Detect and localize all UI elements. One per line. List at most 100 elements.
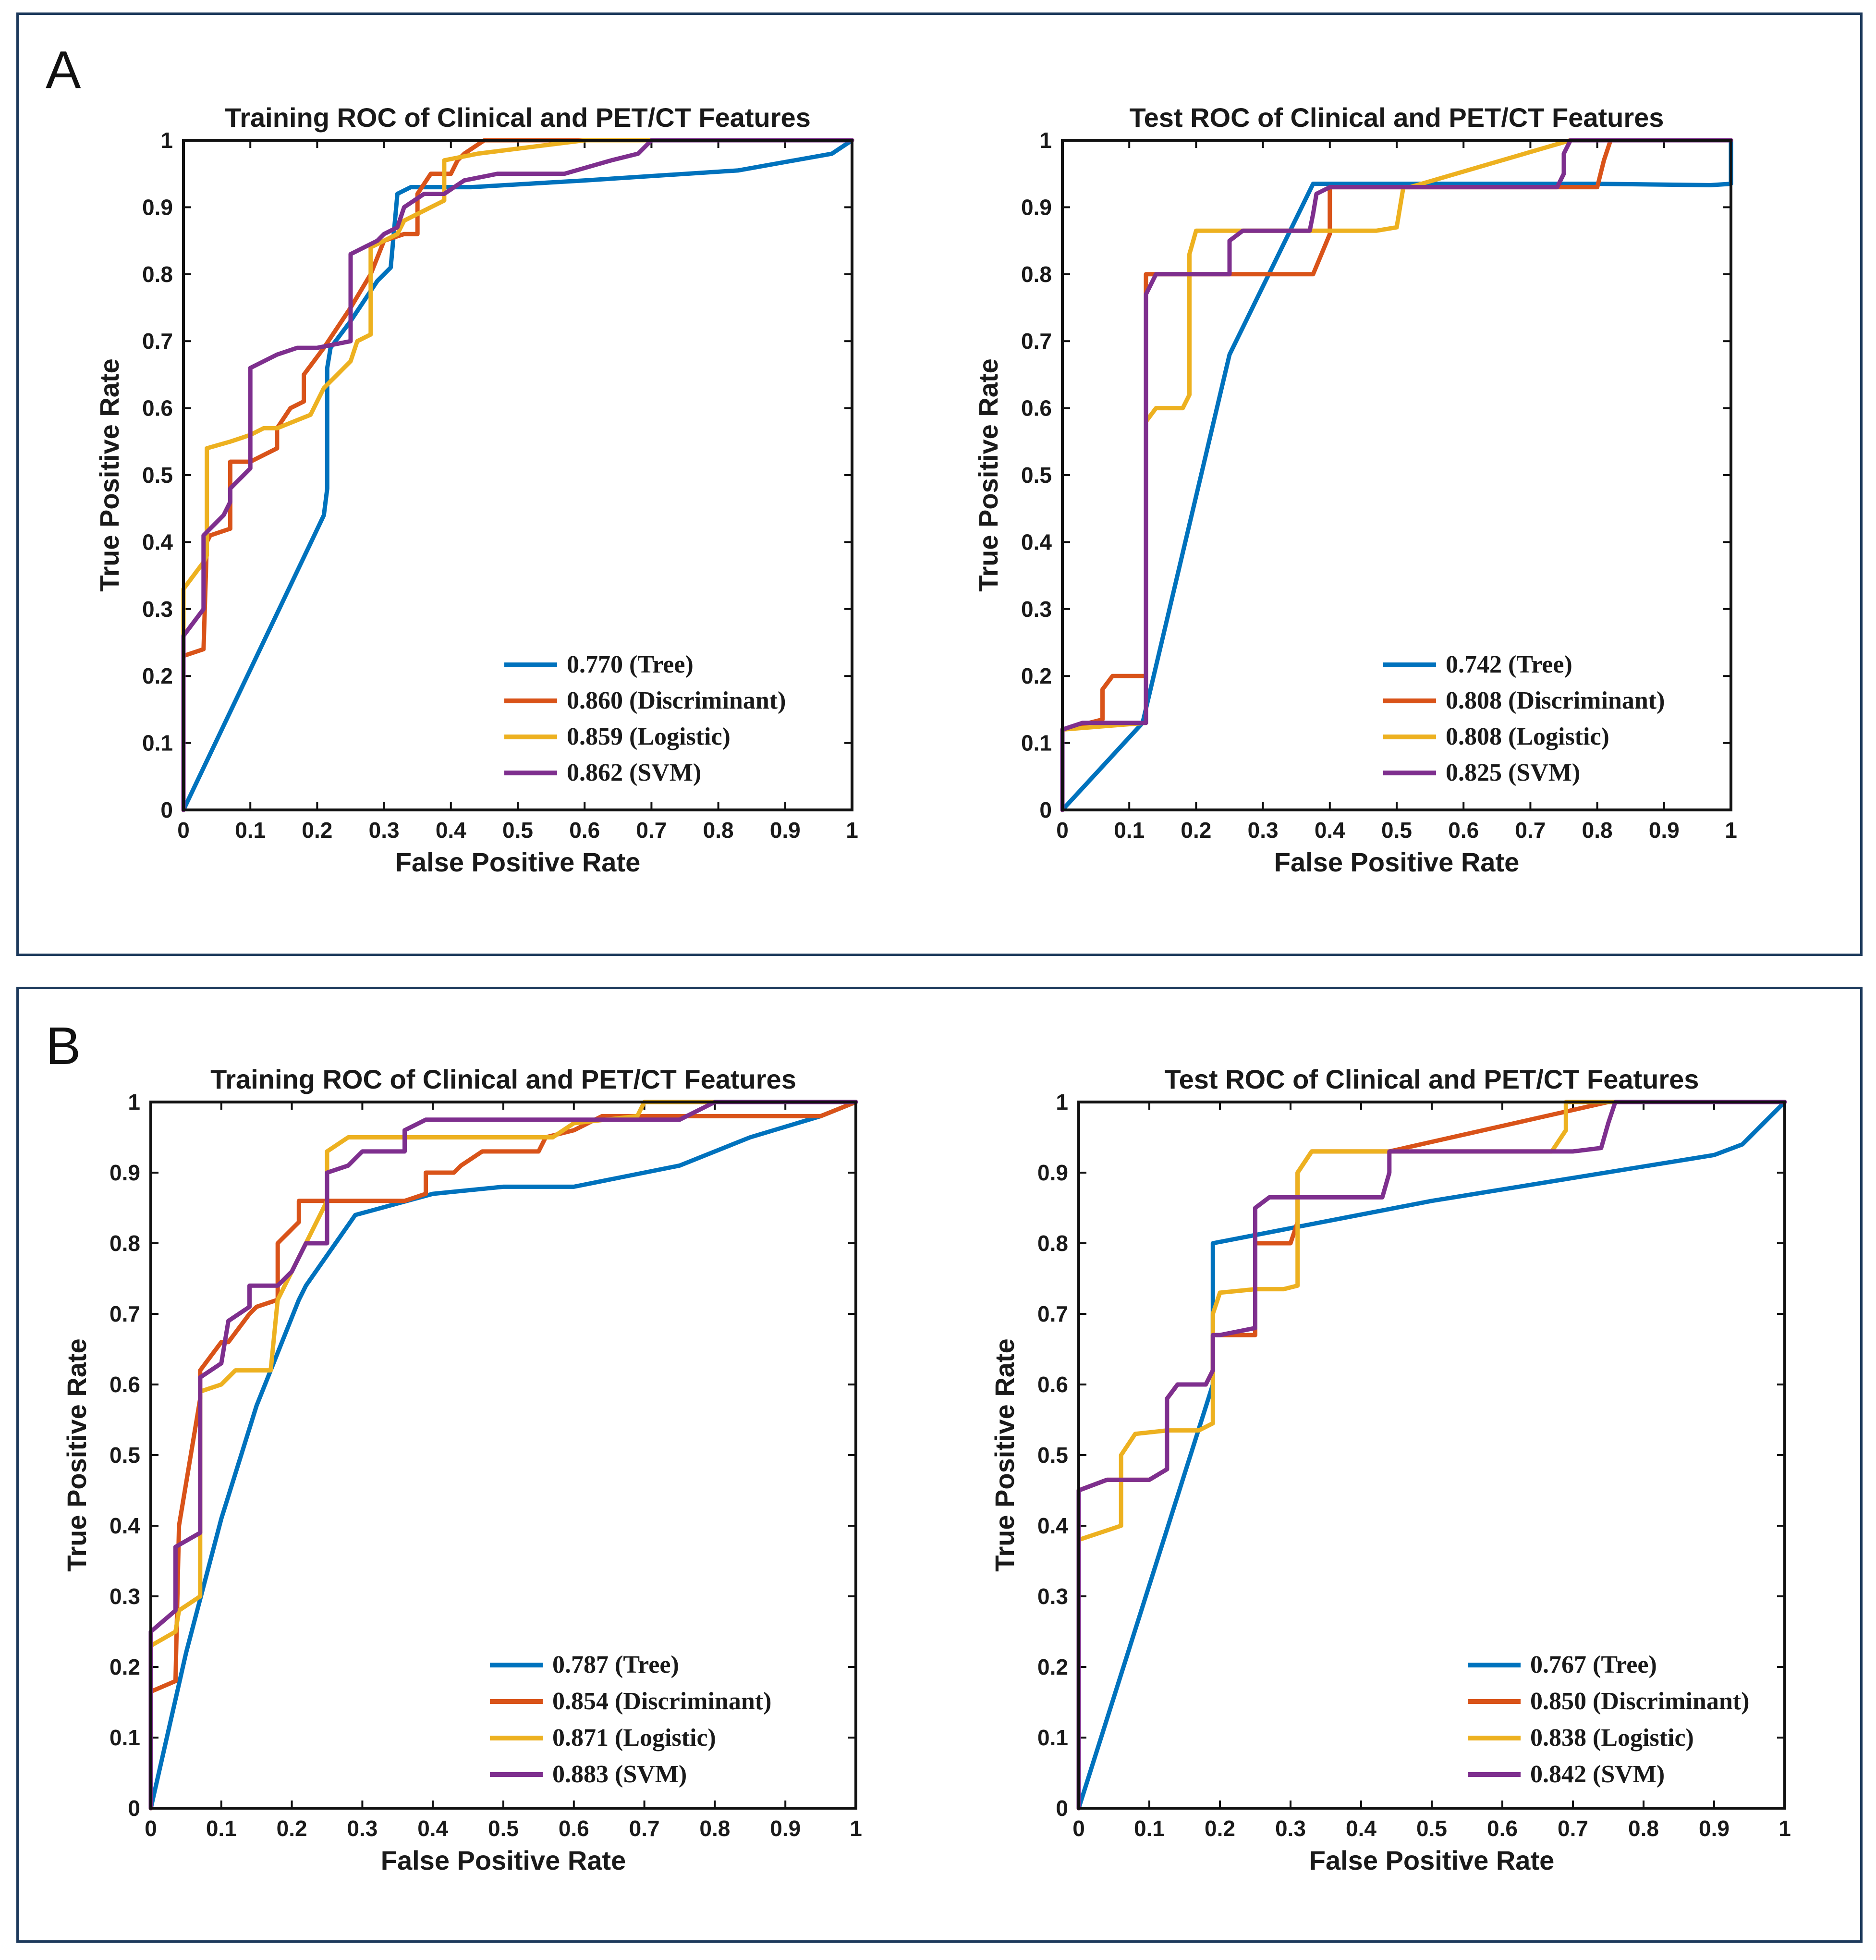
x-tick-label: 0 (177, 818, 190, 843)
y-tick-label: 0.6 (1037, 1372, 1068, 1397)
y-tick-label: 0.9 (142, 195, 173, 220)
y-tick-label: 0.7 (142, 329, 173, 354)
y-tick-label: 0.3 (110, 1584, 140, 1609)
x-tick-label: 0.4 (436, 818, 466, 843)
y-tick-label: 0.1 (110, 1725, 140, 1750)
x-tick-label: 0.7 (636, 818, 667, 843)
axes-box (149, 1101, 857, 1810)
x-tick-label: 1 (846, 818, 858, 843)
y-tick-label: 0.2 (110, 1654, 140, 1679)
y-tick-label: 0.4 (1021, 529, 1052, 554)
y-tick-label: 0.1 (142, 731, 173, 756)
x-tick-label: 0.3 (1275, 1816, 1306, 1841)
x-tick-label: 0.3 (1248, 818, 1279, 843)
series-line-logistic (1076, 1100, 1787, 1811)
x-tick-label: 0.8 (699, 1816, 730, 1841)
y-tick-label: 0.8 (110, 1231, 140, 1256)
x-tick-label: 0.7 (1558, 1816, 1588, 1841)
x-tick-label: 0.4 (1346, 1816, 1377, 1841)
y-tick-label: 0 (160, 797, 173, 822)
x-tick-label: 0.4 (1315, 818, 1345, 843)
axes-box (1077, 1101, 1786, 1810)
y-tick-label: 0.8 (1021, 262, 1052, 287)
x-axis-label: False Positive Rate (1274, 847, 1519, 877)
legend-entry-tree: 0.742 (Tree) (1446, 651, 1572, 678)
x-tick-label: 0.6 (1448, 818, 1479, 843)
series-line-discriminant (1060, 138, 1733, 812)
y-tick-label: 0.3 (142, 597, 173, 622)
y-tick-label: 0.7 (1021, 329, 1052, 354)
legend-entry-discriminant: 0.854 (Discriminant) (552, 1688, 771, 1715)
chart-title: Test ROC of Clinical and PET/CT Features (1165, 1064, 1699, 1094)
series-line-logistic (181, 138, 854, 812)
legend-entry-tree: 0.767 (Tree) (1530, 1651, 1657, 1678)
panel-a-label: A (46, 40, 81, 99)
x-axis-label: False Positive Rate (381, 1845, 626, 1875)
x-tick-label: 0.4 (417, 1816, 448, 1841)
chart-3: Training ROC of Clinical and PET/CT Feat… (61, 1064, 862, 1875)
legend-entry-discriminant: 0.850 (Discriminant) (1530, 1688, 1749, 1715)
y-tick-label: 0.7 (110, 1301, 140, 1326)
y-tick-label: 0.2 (1037, 1654, 1068, 1679)
y-tick-label: 0.1 (1021, 731, 1052, 756)
panel-a-frame: A (16, 12, 1863, 956)
y-tick-label: 0.2 (1021, 663, 1052, 688)
series-line-tree (1060, 138, 1733, 812)
y-tick-label: 1 (160, 128, 173, 153)
x-tick-label: 0.2 (277, 1816, 307, 1841)
series-line-tree (181, 138, 854, 812)
legend-entry-discriminant: 0.808 (Discriminant) (1446, 687, 1665, 714)
x-axis-label: False Positive Rate (1309, 1845, 1554, 1875)
x-tick-label: 0.7 (1515, 818, 1546, 843)
x-tick-label: 0.1 (206, 1816, 237, 1841)
x-tick-label: 0.9 (770, 1816, 801, 1841)
legend-entry-discriminant: 0.860 (Discriminant) (567, 687, 786, 714)
x-tick-label: 0.2 (302, 818, 332, 843)
x-tick-label: 0.9 (1699, 1816, 1730, 1841)
y-tick-label: 0.7 (1037, 1301, 1068, 1326)
axes-box (1061, 139, 1732, 811)
legend-entry-tree: 0.770 (Tree) (567, 651, 694, 678)
y-tick-label: 0.4 (1037, 1513, 1068, 1538)
y-tick-label: 0.6 (1021, 396, 1052, 421)
x-tick-label: 0.9 (1649, 818, 1680, 843)
y-tick-label: 0.5 (1037, 1443, 1068, 1468)
x-tick-label: 0.5 (502, 818, 533, 843)
y-axis-label: True Positive Rate (989, 1338, 1020, 1572)
x-tick-label: 0.2 (1205, 1816, 1235, 1841)
y-tick-label: 0.5 (142, 463, 173, 488)
x-tick-label: 0.5 (1381, 818, 1412, 843)
x-tick-label: 0.6 (559, 1816, 589, 1841)
x-tick-label: 0.6 (569, 818, 600, 843)
chart-2: Test ROC of Clinical and PET/CT Features… (973, 102, 1737, 877)
y-tick-label: 0.4 (110, 1513, 140, 1538)
x-tick-label: 0.3 (347, 1816, 378, 1841)
y-tick-label: 0.6 (142, 396, 173, 421)
y-tick-label: 0.9 (1021, 195, 1052, 220)
y-tick-label: 0.5 (110, 1443, 140, 1468)
x-tick-label: 0 (1072, 1816, 1085, 1841)
x-axis-label: False Positive Rate (395, 847, 640, 877)
legend-entry-logistic: 0.838 (Logistic) (1530, 1724, 1694, 1752)
y-tick-label: 0.2 (142, 663, 173, 688)
x-tick-label: 0.7 (629, 1816, 660, 1841)
panel-b-label: B (46, 1017, 81, 1076)
x-tick-label: 0 (145, 1816, 157, 1841)
legend-entry-svm: 0.842 (SVM) (1530, 1761, 1665, 1788)
x-tick-label: 0.2 (1181, 818, 1211, 843)
legend-entry-logistic: 0.871 (Logistic) (552, 1724, 716, 1752)
y-tick-label: 1 (1056, 1090, 1068, 1115)
y-axis-label: True Positive Rate (94, 358, 124, 592)
x-tick-label: 0.1 (1134, 1816, 1165, 1841)
y-tick-label: 0.9 (110, 1160, 140, 1185)
x-tick-label: 0.5 (488, 1816, 519, 1841)
y-tick-label: 0 (1056, 1796, 1068, 1821)
x-tick-label: 0 (1056, 818, 1069, 843)
x-tick-label: 0.9 (770, 818, 801, 843)
x-tick-label: 0.8 (1582, 818, 1613, 843)
x-tick-label: 0.5 (1416, 1816, 1447, 1841)
y-tick-label: 0 (128, 1796, 140, 1821)
x-tick-label: 0.6 (1487, 1816, 1518, 1841)
y-axis-label: True Positive Rate (973, 358, 1003, 592)
